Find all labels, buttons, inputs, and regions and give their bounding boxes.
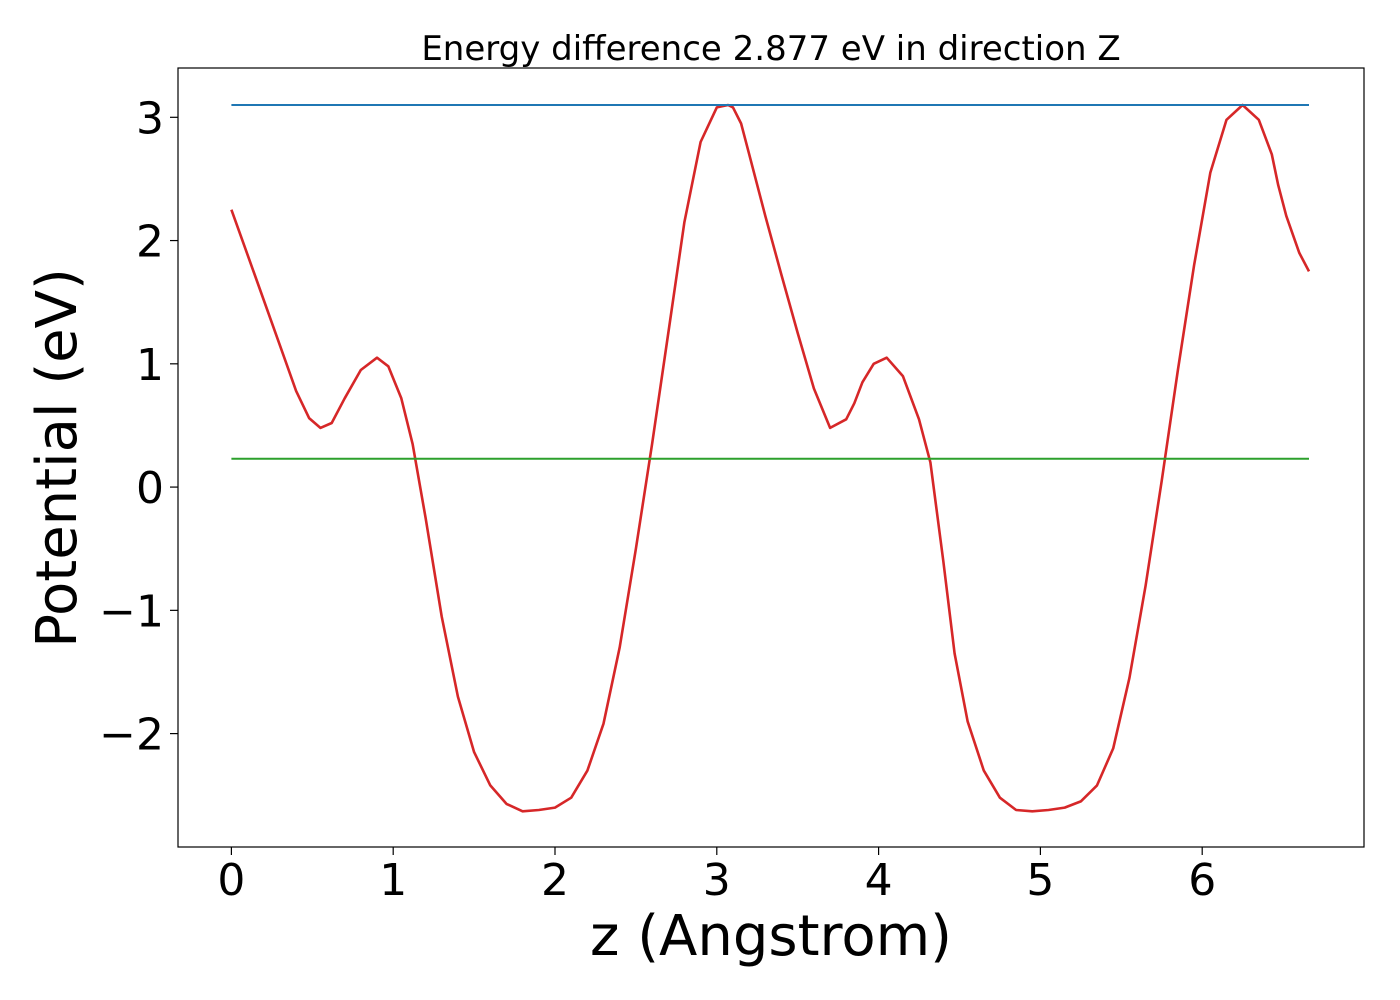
x-tick-label: 4 <box>865 855 893 906</box>
plot-area-frame <box>177 67 1365 848</box>
x-tick-label: 3 <box>703 855 731 906</box>
y-tick-label: −2 <box>99 710 164 761</box>
y-axis-label: Potential (eV) <box>25 268 90 648</box>
y-tick-label: 2 <box>136 217 164 268</box>
x-tick-label: 6 <box>1188 855 1216 906</box>
x-tick-label: 2 <box>541 855 569 906</box>
y-tick-label: 3 <box>136 93 164 144</box>
y-tick-label: 1 <box>136 340 164 391</box>
y-tick-label: −1 <box>99 586 164 637</box>
x-axis-label: z (Angstrom) <box>590 904 952 969</box>
y-tick-label: 0 <box>136 463 164 514</box>
x-tick-label: 5 <box>1026 855 1054 906</box>
y-axis-ticks: −2 −1 0 1 2 3 <box>99 93 178 761</box>
series-layer <box>230 103 1311 813</box>
x-tick-label: 1 <box>379 855 407 906</box>
series-line-0 <box>230 103 1311 813</box>
x-axis-ticks: 0 1 2 3 4 5 6 <box>217 847 1216 906</box>
chart-title: Energy difference 2.877 eV in direction … <box>421 29 1120 69</box>
x-tick-label: 0 <box>217 855 245 906</box>
